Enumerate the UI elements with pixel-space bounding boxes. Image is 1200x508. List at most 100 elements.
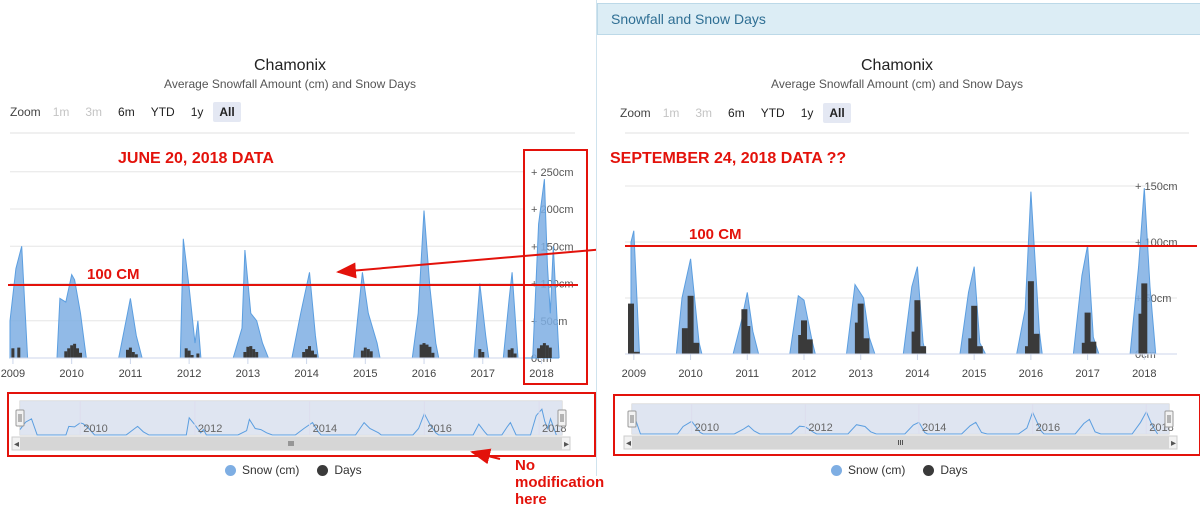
days-bar <box>687 295 694 354</box>
navigator-label: 2012 <box>198 423 222 435</box>
legend-snow-label[interactable]: Snow (cm) <box>848 463 906 477</box>
days-bar <box>419 344 423 358</box>
panel-tab[interactable]: Snowfall and Snow Days <box>597 3 1200 35</box>
scroll-left-arrow-icon: ◂ <box>14 439 19 450</box>
days-bar <box>1027 281 1034 354</box>
x-tick-label: 2014 <box>294 368 318 380</box>
days-bar <box>507 349 511 358</box>
days-bar <box>184 348 188 358</box>
zoom-label: Zoom <box>620 106 651 120</box>
zoom-3m-button[interactable]: 3m <box>695 106 713 120</box>
x-tick-label: 2010 <box>678 368 702 380</box>
zoom-3m-button[interactable]: 3m <box>85 105 103 119</box>
legend-snow-label[interactable]: Snow (cm) <box>242 463 300 477</box>
panel-tab-label: Snowfall and Snow Days <box>611 11 766 27</box>
x-tick-label: 2013 <box>236 368 260 380</box>
days-bar <box>255 352 259 358</box>
zoom-6m-button[interactable]: 6m <box>728 106 745 120</box>
zoom-ytd-button[interactable]: YTD <box>760 106 785 120</box>
x-tick-label: 2011 <box>735 368 759 380</box>
legend-days-label[interactable]: Days <box>940 463 968 477</box>
zoom-1y-button[interactable]: 1y <box>800 106 814 120</box>
chart-title: Chamonix <box>860 57 934 74</box>
navigator-label: 2016 <box>1036 422 1060 434</box>
zoom-1y-button[interactable]: 1y <box>190 105 204 119</box>
days-bar <box>311 350 314 358</box>
x-tick-label: 2009 <box>622 368 646 380</box>
days-bar <box>67 348 71 358</box>
snow-area-series <box>630 188 1157 355</box>
navigator-series-line <box>631 410 1159 435</box>
navigator-handle[interactable] <box>627 410 637 428</box>
days-bar <box>537 348 541 358</box>
legend-days-marker <box>317 464 329 476</box>
zoom-ytd-button[interactable]: YTD <box>150 105 175 119</box>
days-bar <box>1141 283 1148 354</box>
zoom-6m-button[interactable]: 6m <box>118 105 135 119</box>
days-bar <box>249 346 253 358</box>
zoom-all-button[interactable]: All <box>823 103 851 123</box>
days-bar <box>976 346 983 354</box>
x-tick-label: 2010 <box>59 368 83 380</box>
days-bar <box>478 349 482 358</box>
x-tick-label: 2017 <box>471 368 495 380</box>
x-tick-label: 2009 <box>1 368 25 380</box>
navigator-handle[interactable] <box>557 409 567 427</box>
left-line-label: 100 CM <box>87 266 140 283</box>
navigator-handle[interactable] <box>1164 410 1174 428</box>
days-bar <box>366 349 370 358</box>
x-tick-label: 2016 <box>412 368 436 380</box>
chart-subtitle: Average Snowfall Amount (cm) and Snow Da… <box>164 77 416 91</box>
days-bar <box>513 353 517 358</box>
zoom-all-button[interactable]: All <box>213 102 241 122</box>
days-bar <box>801 320 807 354</box>
navigator-label: 2014 <box>922 422 946 434</box>
days-bar <box>308 346 311 358</box>
left-heading-annotation: JUNE 20, 2018 DATA <box>118 150 274 167</box>
zoom-1m-button[interactable]: 1m <box>52 105 70 119</box>
x-tick-label: 2014 <box>905 368 929 380</box>
days-bar <box>428 346 432 358</box>
zoom-controls: Zoom 1m 3m 6m YTD 1y All <box>10 102 245 122</box>
days-bar <box>190 355 194 358</box>
scroll-left-arrow-icon: ◂ <box>626 438 631 449</box>
highlight-box-2018 <box>523 149 588 385</box>
navigator-label: 2012 <box>808 422 832 434</box>
days-bar <box>548 347 552 358</box>
x-tick-label: 2012 <box>792 368 816 380</box>
days-bar <box>510 348 514 358</box>
days-bar <box>681 328 688 354</box>
arrow-note-left <box>470 448 501 465</box>
legend-snow-marker <box>831 464 842 476</box>
x-tick-label: 2016 <box>1019 368 1043 380</box>
navigator-label: 2010 <box>695 422 719 434</box>
days-bar <box>857 303 864 354</box>
days-bar <box>1084 312 1091 354</box>
days-bar <box>11 348 15 358</box>
scroll-right-arrow-icon: ▸ <box>564 439 569 450</box>
legend-snow-marker <box>225 464 236 476</box>
days-bar <box>431 352 435 358</box>
left-chart-panel: Chamonix Average Snowfall Amount (cm) an… <box>0 0 817 508</box>
days-bar <box>1033 333 1040 354</box>
x-tick-label: 2017 <box>1075 368 1099 380</box>
zoom-label: Zoom <box>10 105 41 119</box>
x-tick-label: 2015 <box>353 368 377 380</box>
days-bar <box>422 343 426 358</box>
chart-subtitle: Average Snowfall Amount (cm) and Snow Da… <box>771 77 1023 91</box>
right-line-label: 100 CM <box>689 226 742 243</box>
days-bar <box>131 352 135 358</box>
x-tick-label: 2013 <box>848 368 872 380</box>
legend-days-label[interactable]: Days <box>334 463 362 477</box>
navigator-handle[interactable] <box>15 409 25 427</box>
days-bar <box>545 345 549 358</box>
x-tick-label: 2015 <box>962 368 986 380</box>
x-tick-label: 2018 <box>1132 368 1156 380</box>
days-bar <box>542 343 546 358</box>
scroll-right-arrow-icon: ▸ <box>1171 438 1176 449</box>
navigator-note: No modification here <box>515 457 605 508</box>
days-bar <box>863 338 870 354</box>
days-bar <box>64 351 68 358</box>
zoom-1m-button[interactable]: 1m <box>662 106 680 120</box>
